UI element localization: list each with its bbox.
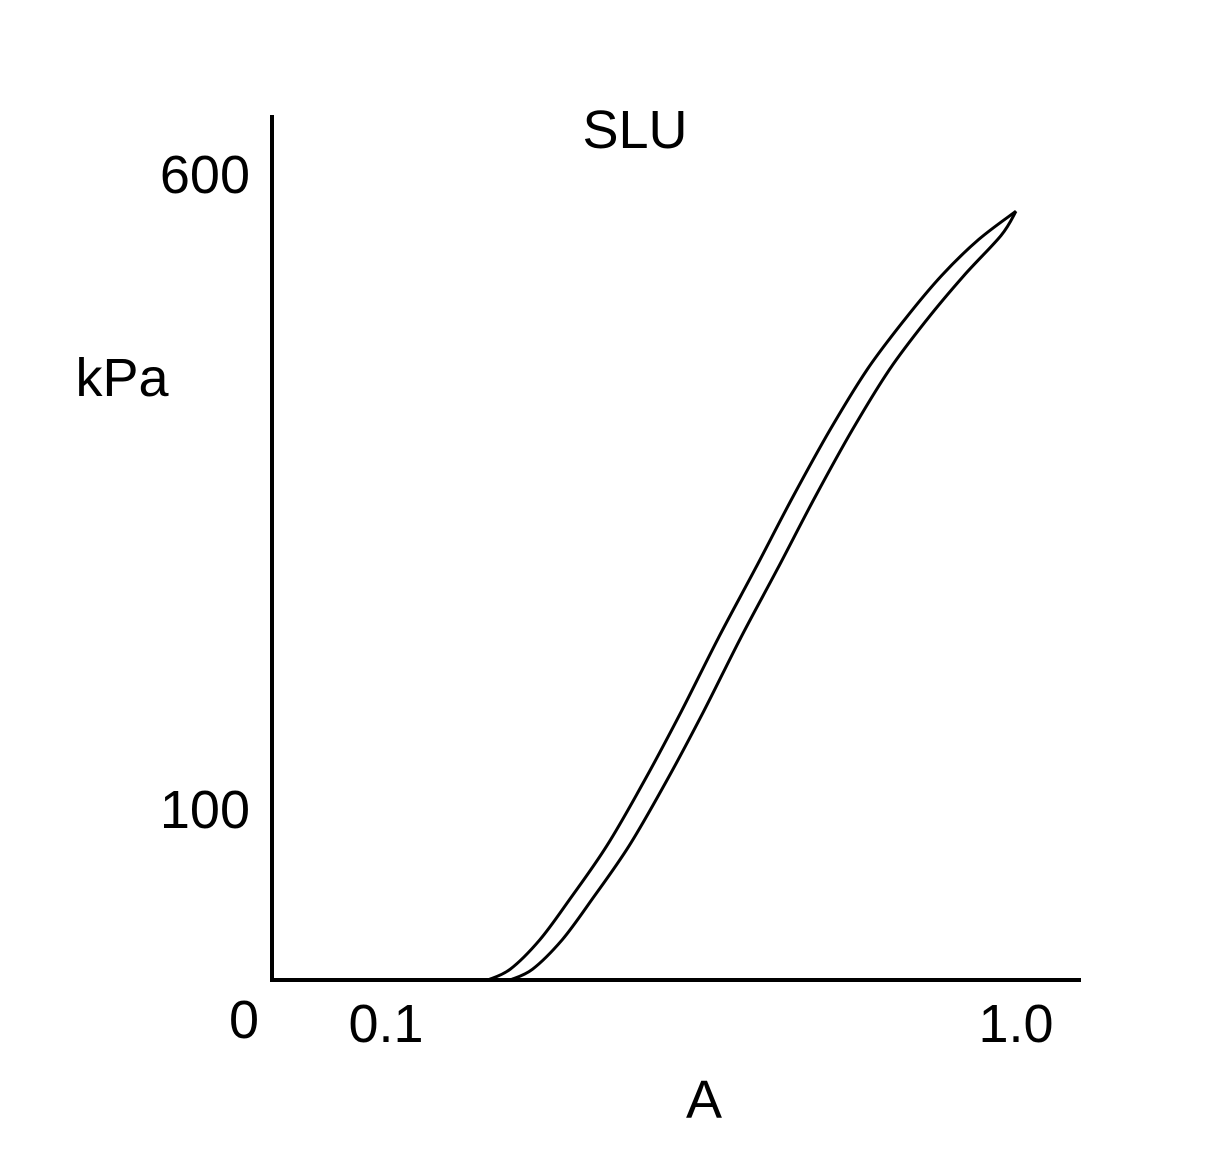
x-tick-label-0-1: 0.1 [348,994,423,1054]
y-tick-label-100: 100 [160,780,250,840]
x-tick-label-1-0: 1.0 [978,994,1053,1054]
y-axis-label: kPa [75,348,169,408]
x-axis-label: A [686,1070,722,1130]
chart-title: SLU [582,100,687,160]
series-line-2 [509,210,1018,982]
series-layer [487,210,1018,982]
series-line-1 [487,210,1017,982]
y-tick-label-600: 600 [160,145,250,205]
origin-label: 0 [229,990,259,1050]
